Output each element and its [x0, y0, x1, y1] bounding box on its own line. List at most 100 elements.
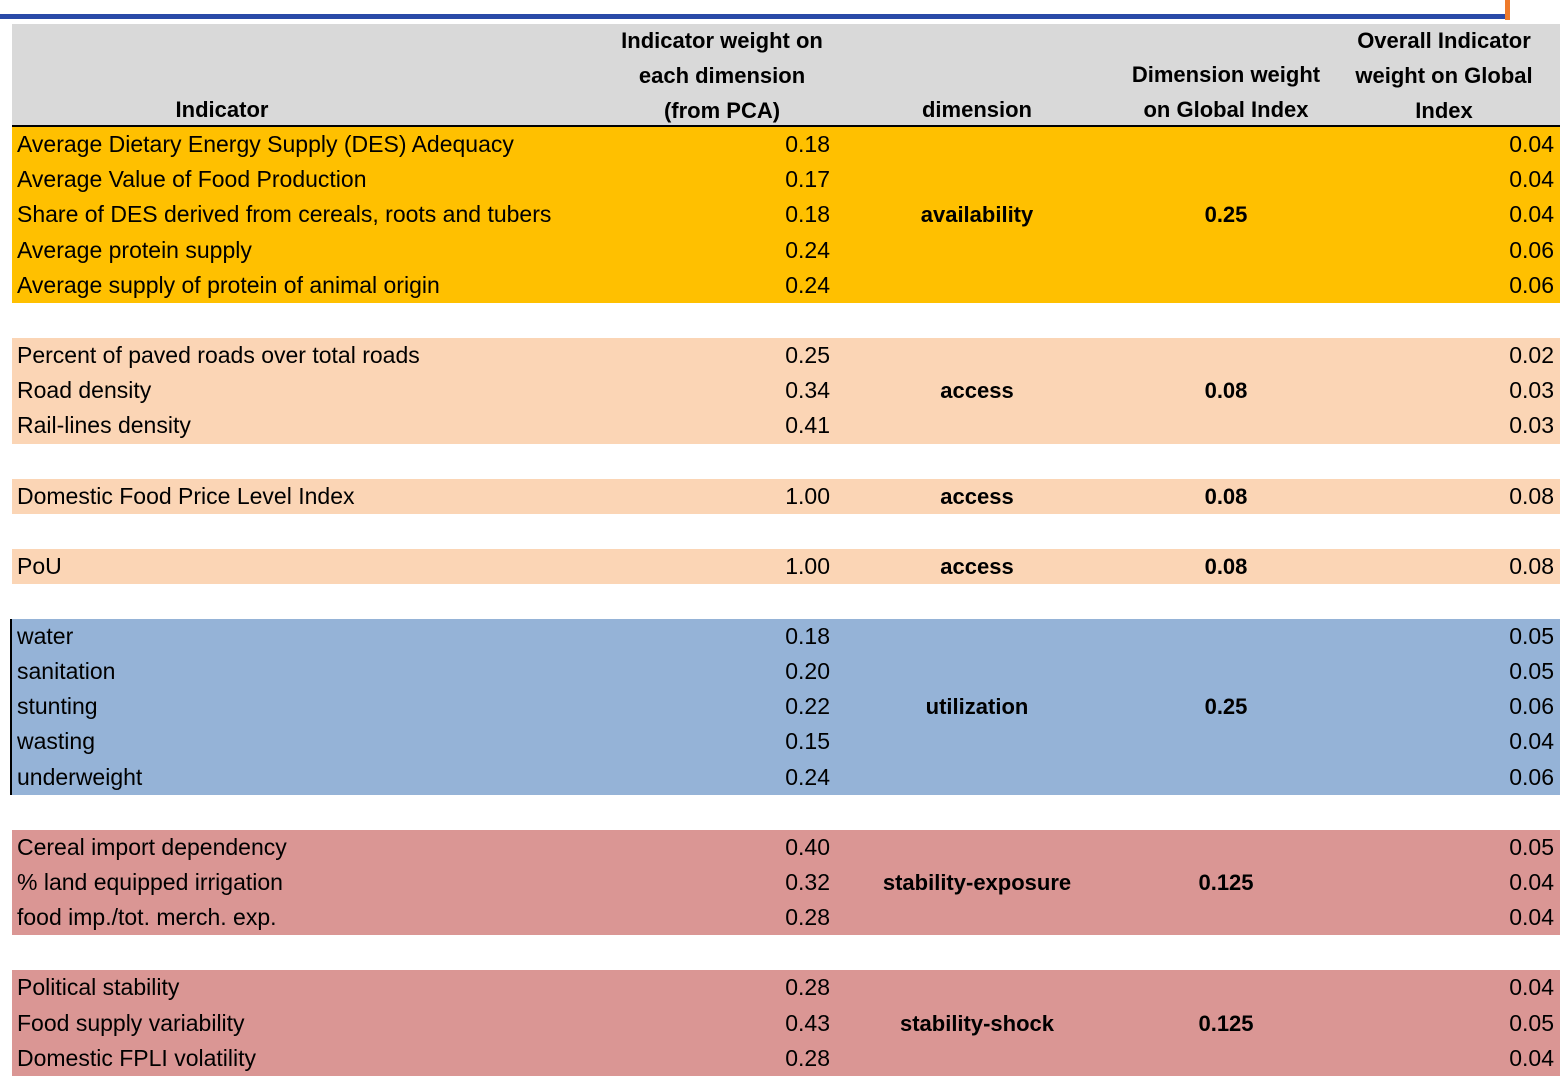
top-accent-mark [1505, 0, 1510, 20]
overall-weight: 0.08 [1509, 552, 1554, 579]
header-dimension: dimension [921, 97, 1032, 122]
indicator-name: underweight [17, 763, 143, 790]
dimension-block: Political stability 0.28 0.04 Food supply v… [12, 970, 1560, 1076]
indicator-weight: 0.40 [785, 833, 830, 860]
dimension-weight: 0.25 [1204, 694, 1248, 720]
header-overall-weight: Overall Indicator weight on Global Index [1355, 28, 1533, 123]
dimension-weight: 0.25 [1204, 202, 1248, 228]
overall-weight: 0.04 [1509, 869, 1554, 895]
overall-weight: 0.06 [1509, 236, 1554, 263]
indicator-weight: 0.34 [785, 377, 830, 404]
table-row: Political stability 0.28 0.04 [12, 970, 1560, 1005]
table-row: Cereal import dependency 0.40 0.05 [12, 830, 1560, 865]
dimension-block: Cereal import dependency 0.40 0.05 % land e… [12, 829, 1560, 936]
table-row: food imp./tot. merch. exp. 0.28 0.04 [12, 900, 1560, 935]
block-spacer [12, 444, 1560, 479]
dimension-label: stability-shock [899, 1010, 1055, 1036]
indicator-weight: 0.20 [785, 658, 830, 685]
overall-weight: 0.04 [1509, 904, 1554, 931]
block-spacer [12, 795, 1560, 830]
overall-weight: 0.06 [1509, 271, 1554, 298]
block-spacer [12, 514, 1560, 549]
overall-weight: 0.04 [1509, 1044, 1554, 1071]
indicator-weight: 0.43 [785, 1009, 830, 1036]
indicator-name: Percent of paved roads over total roads [17, 341, 420, 368]
table-row: PoU 1.00 0.08 [12, 549, 1560, 584]
indicator-name: Average Value of Food Production [17, 166, 367, 193]
indicator-name: Cereal import dependency [17, 833, 287, 860]
overall-weight: 0.06 [1509, 693, 1554, 720]
overall-weight: 0.05 [1509, 622, 1554, 649]
overall-weight: 0.05 [1509, 658, 1554, 685]
table-row: underweight 0.24 0.06 [12, 760, 1560, 795]
indicator-weight: 0.15 [785, 728, 830, 755]
indicator-name: Domestic FPLI volatility [17, 1044, 257, 1071]
overall-weight: 0.06 [1509, 763, 1554, 790]
dimension-block: PoU 1.00 0.08 access 0.08 [12, 548, 1560, 584]
overall-weight: 0.05 [1509, 1009, 1554, 1036]
dimension-block: Average Dietary Energy Supply (DES) Adeq… [12, 127, 1560, 303]
header-indicator-weight: Indicator weight on each dimension (from… [621, 28, 823, 123]
table-row: Average Value of Food Production 0.17 0.04 [12, 162, 1560, 197]
dimension-label: availability [920, 202, 1034, 228]
indicator-weight: 0.32 [785, 869, 830, 895]
table-row: Average supply of protein of animal orig… [12, 268, 1560, 303]
dimension-label: access [940, 378, 1014, 404]
indicator-weight: 0.41 [785, 412, 830, 439]
indicator-weight: 0.24 [785, 271, 830, 298]
indicator-name: food imp./tot. merch. exp. [17, 904, 277, 931]
indicator-name: Average Dietary Energy Supply (DES) Adeq… [17, 131, 514, 157]
dimension-weight: 0.08 [1204, 378, 1248, 404]
left-border [10, 618, 12, 795]
indicator-weight: 0.22 [785, 693, 830, 720]
indicator-name: % land equipped irrigation [17, 869, 283, 895]
dimension-block: Percent of paved roads over total roads 0… [12, 337, 1560, 444]
block-spacer [12, 935, 1560, 970]
indicator-name: PoU [17, 552, 62, 579]
table-row: Percent of paved roads over total roads 0… [12, 338, 1560, 373]
header-dimension-weight: Dimension weight on Global Index [1131, 62, 1321, 122]
indicator-weight: 0.17 [785, 166, 830, 193]
table-row: wasting 0.15 0.04 [12, 724, 1560, 759]
dimension-block: Domestic Food Price Level Index 1.00 0.08 a… [12, 478, 1560, 514]
indicator-name: wasting [17, 728, 95, 755]
dimension-label: access [940, 553, 1014, 579]
indicator-name: Average protein supply [17, 236, 252, 263]
table-row: stunting 0.22 0.06 [12, 689, 1560, 724]
table-row: % land equipped irrigation 0.32 0.04 [12, 865, 1560, 900]
dimension-label: access [940, 483, 1014, 509]
overall-weight: 0.04 [1509, 166, 1554, 193]
indicator-weight: 1.00 [785, 552, 830, 579]
indicator-name: Domestic Food Price Level Index [17, 482, 355, 509]
table-row: Food supply variability 0.43 0.05 [12, 1006, 1560, 1041]
indicator-weight: 0.28 [785, 904, 830, 931]
table-row: sanitation 0.20 0.05 [12, 654, 1560, 689]
header-rule [12, 125, 1560, 127]
table-body: Average Dietary Energy Supply (DES) Adeq… [10, 127, 1560, 1076]
table-row: Road density 0.34 0.03 [12, 373, 1560, 408]
table-row: Average Dietary Energy Supply (DES) Adeq… [12, 127, 1560, 162]
indicator-weight: 0.18 [785, 201, 830, 228]
table-row: Rail-lines density 0.41 0.03 [12, 408, 1560, 443]
indicator-name: Food supply variability [17, 1009, 245, 1036]
dimension-weight: 0.08 [1204, 553, 1248, 579]
table-row: Domestic Food Price Level Index 1.00 0.08 [12, 479, 1560, 514]
header-indicator: Indicator [175, 97, 269, 122]
overall-weight: 0.05 [1509, 833, 1554, 860]
indicator-name: Average supply of protein of animal orig… [17, 271, 440, 298]
overall-weight: 0.04 [1509, 201, 1554, 228]
indicator-weight: 0.24 [785, 763, 830, 790]
indicator-name: sanitation [17, 658, 116, 685]
dimension-weight: 0.125 [1198, 870, 1254, 895]
indicator-name: stunting [17, 693, 98, 720]
dimension-weight: 0.125 [1198, 1010, 1254, 1036]
table-row: Domestic FPLI volatility 0.28 0.04 [12, 1041, 1560, 1076]
table-header: Indicator Indicator weight on each dimen… [12, 24, 1560, 127]
indicator-weight: 0.25 [785, 341, 830, 368]
table-row: water 0.18 0.05 [12, 619, 1560, 654]
indicator-name: Rail-lines density [17, 412, 191, 439]
overall-weight: 0.04 [1509, 728, 1554, 755]
indicator-weight: 0.28 [785, 1044, 830, 1071]
dimension-block: water 0.18 0.05 sanitation 0.20 0.05 stunting 0… [10, 618, 1560, 795]
indicator-name: water [17, 622, 74, 649]
